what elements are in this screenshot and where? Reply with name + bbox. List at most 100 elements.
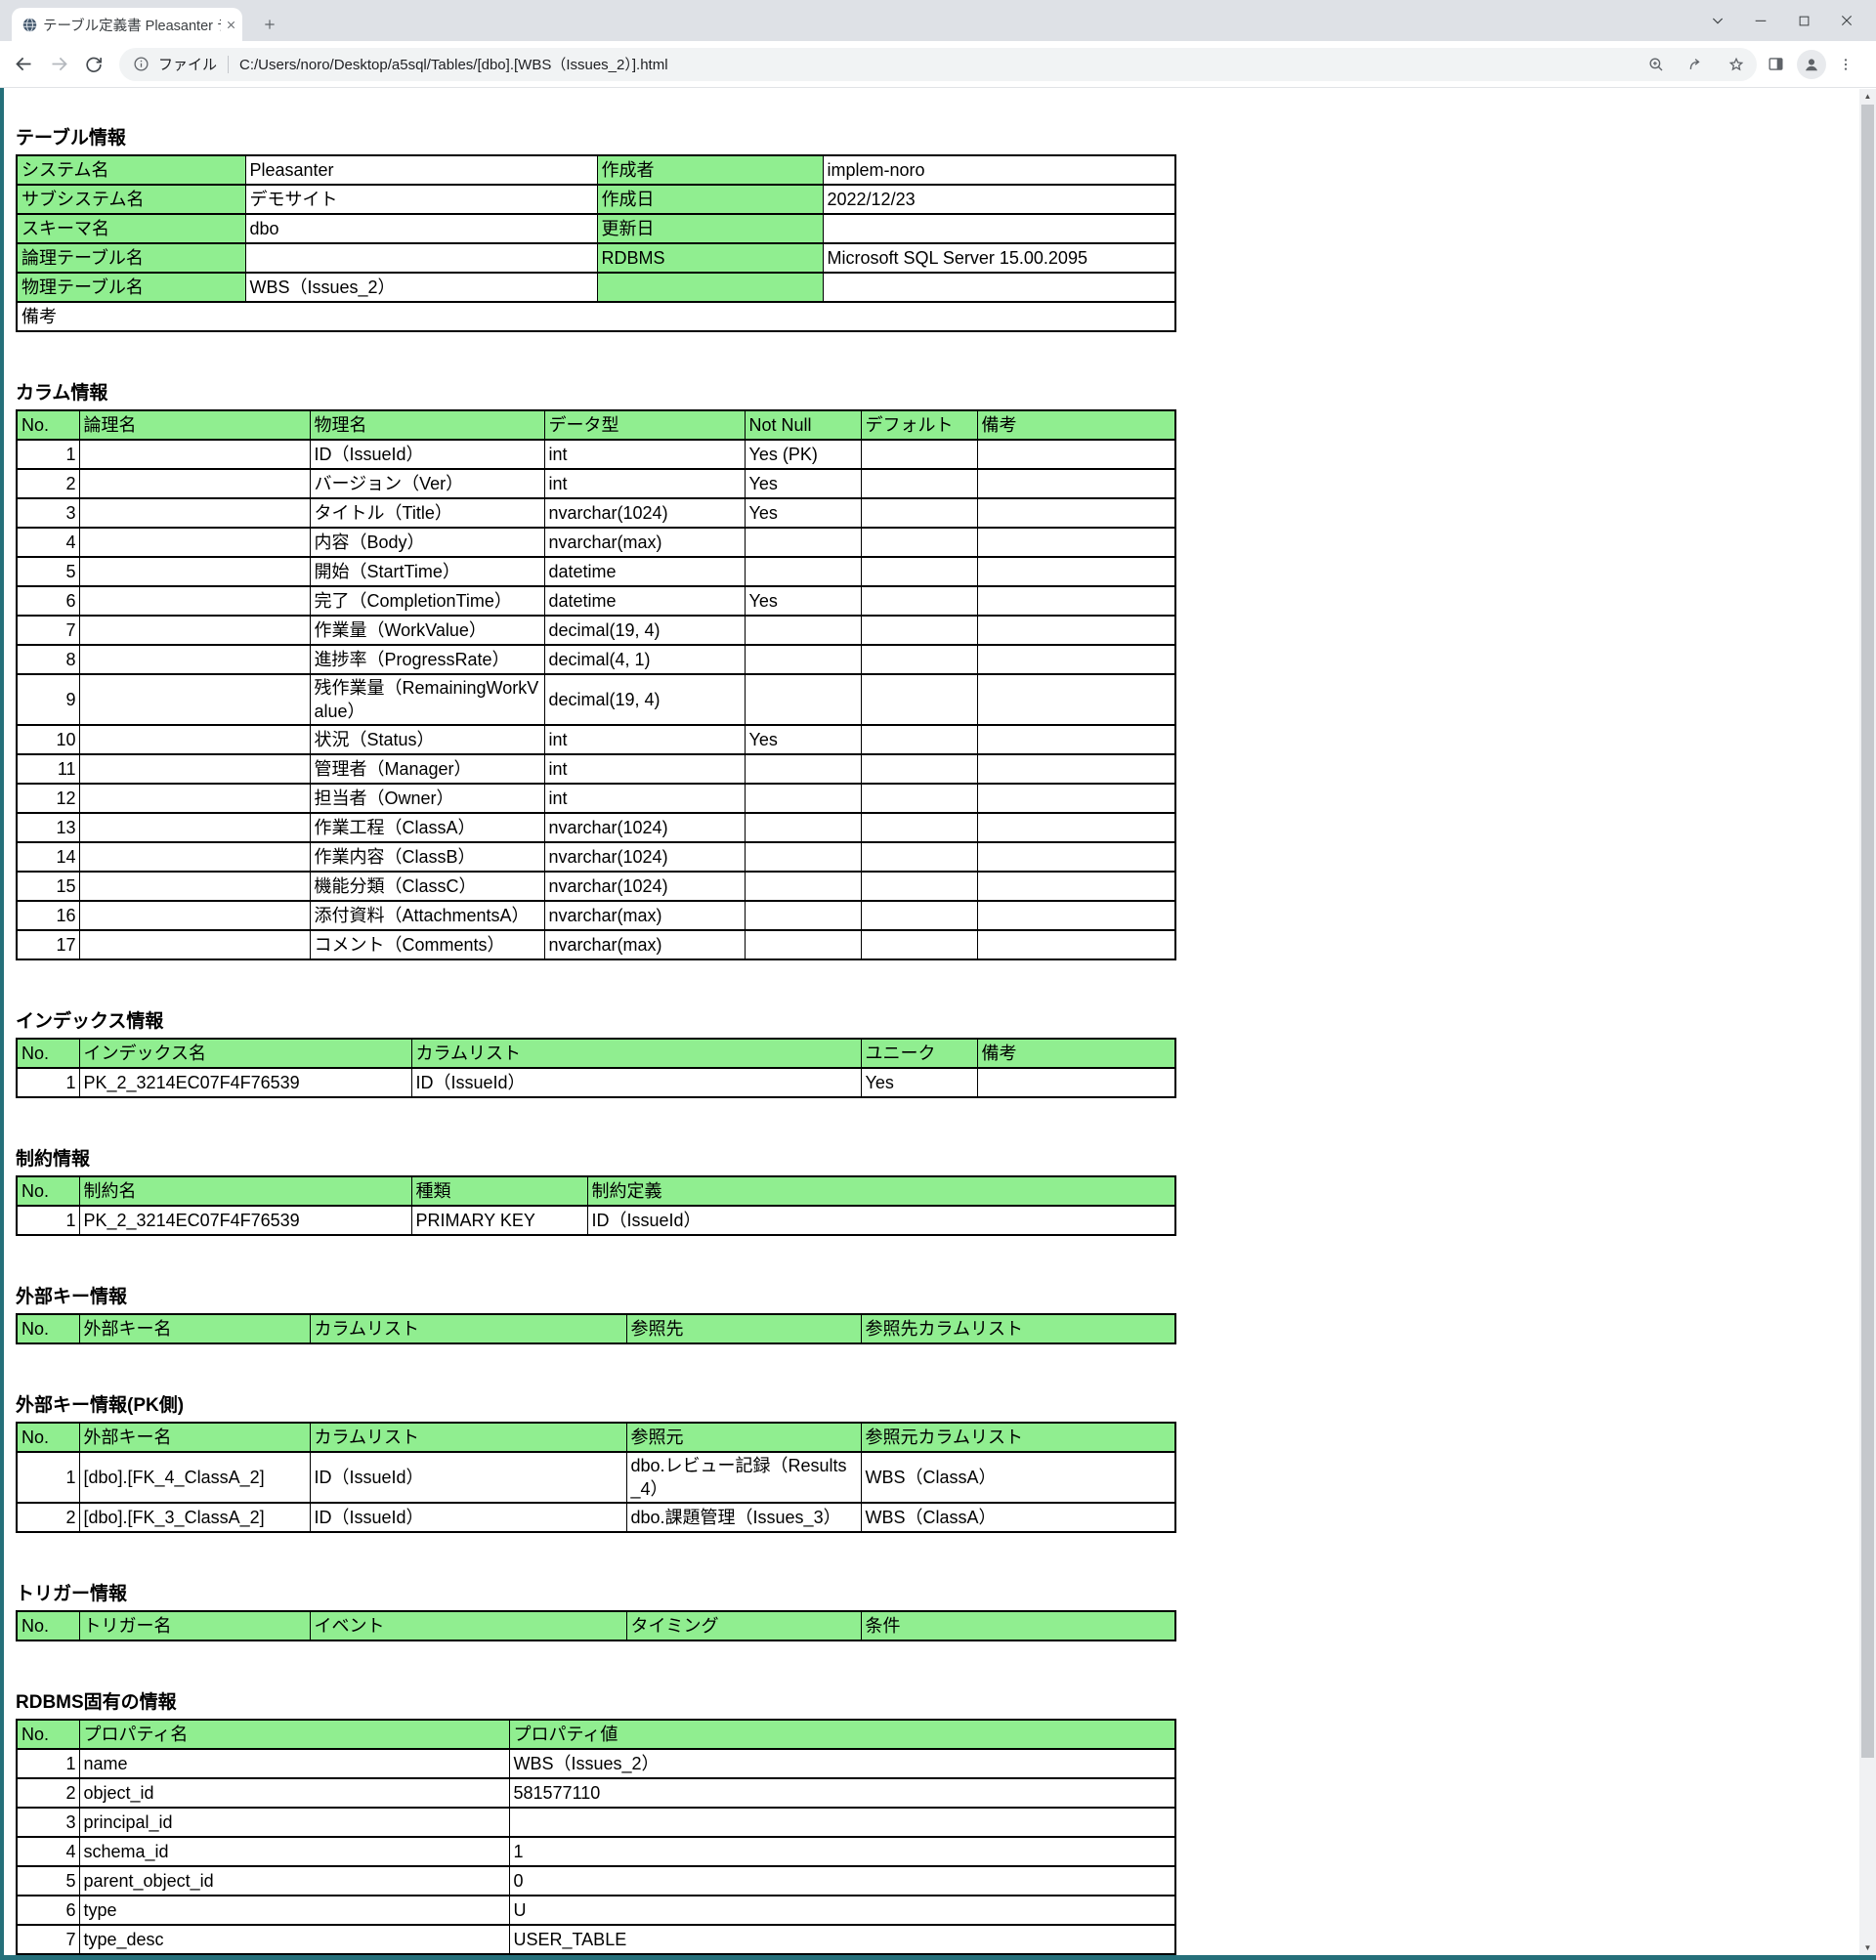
header-row: No. トリガー名 イベント タイミング 条件: [16, 1610, 1176, 1641]
table-cell: PK_2_3214EC07F4F76539: [78, 1067, 412, 1098]
table-row: 1 [dbo].[FK_4_ClassA_2] ID（IssueId） dbo.レビュ…: [16, 1451, 1176, 1504]
scrollbar-thumb[interactable]: [1861, 105, 1874, 1758]
table-cell: [860, 783, 978, 814]
table-cell: [976, 497, 1176, 529]
omnibox-divider: [228, 55, 230, 73]
table-cell: 作業工程（ClassA）: [309, 812, 545, 843]
table-cell: 2: [16, 468, 80, 499]
profile-avatar[interactable]: [1797, 49, 1826, 79]
table-cell: 13: [16, 812, 80, 843]
table-cell: name: [78, 1748, 510, 1779]
column-header: Not Null: [744, 409, 862, 441]
column-header: プロパティ値: [508, 1719, 1176, 1750]
table-cell: [976, 871, 1176, 902]
search-tabs-chevron-icon[interactable]: [1696, 0, 1739, 41]
section-title-index-info: インデックス情報: [16, 1011, 164, 1032]
column-header: デフォルト: [860, 409, 978, 441]
url-text[interactable]: C:/Users/noro/Desktop/a5sql/Tables/[dbo]…: [239, 57, 668, 73]
table-cell: [78, 468, 311, 499]
address-bar[interactable]: ファイル C:/Users/noro/Desktop/a5sql/Tables/…: [119, 47, 1757, 81]
site-info-icon[interactable]: [133, 56, 149, 72]
table-cell: [976, 439, 1176, 470]
row-label: 更新日: [596, 213, 824, 244]
column-header: 物理名: [309, 409, 545, 441]
table-row: システム名 Pleasanter 作成者 implem-noro: [16, 154, 1176, 186]
table-cell: [976, 812, 1176, 843]
menu-kebab-icon[interactable]: [1838, 57, 1854, 72]
close-button[interactable]: [1825, 0, 1868, 41]
table-cell: ID（IssueId）: [410, 1067, 862, 1098]
side-panel-icon[interactable]: [1767, 55, 1785, 73]
table-cell: [976, 615, 1176, 646]
row-value: Microsoft SQL Server 15.00.2095: [822, 242, 1176, 274]
table-cell: 進捗率（ProgressRate）: [309, 644, 545, 675]
table-cell: nvarchar(1024): [543, 871, 746, 902]
table-cell: [744, 900, 862, 931]
browser-tab-strip: テーブル定義書 Pleasanter デモサイト: [0, 0, 1876, 41]
column-header: 外部キー名: [78, 1422, 311, 1453]
table-cell: [78, 556, 311, 587]
table-cell: 状況（Status）: [309, 724, 545, 755]
page-content: テーブル情報 システム名 Pleasanter 作成者 implem-noro サブシス…: [4, 89, 1859, 1960]
table-row: 9 残作業量（RemainingWorkValue） decimal(19, 4): [16, 673, 1176, 726]
foreign-key-pk-info-table: No. 外部キー名 カラムリスト 参照元 参照元カラムリスト 1 [dbo].[FK_4_C…: [16, 1422, 1176, 1533]
row-value: dbo: [244, 213, 598, 244]
table-cell: [78, 439, 311, 470]
table-cell: [dbo].[FK_3_ClassA_2]: [78, 1502, 311, 1533]
table-cell: 4: [16, 1836, 80, 1867]
table-row: 13 作業工程（ClassA） nvarchar(1024): [16, 812, 1176, 843]
section-foreign-key-pk-info: 外部キー情報(PK側) No. 外部キー名 カラムリスト 参照元 参照元カラムリスト 1[…: [16, 1395, 1859, 1533]
section-title-rdbms-info: RDBMS固有の情報: [16, 1692, 177, 1713]
table-cell: Yes: [860, 1067, 978, 1098]
table-cell: [744, 871, 862, 902]
window-controls: [1696, 0, 1868, 41]
table-cell: [78, 673, 311, 726]
table-cell: int: [543, 753, 746, 785]
table-cell: 8: [16, 644, 80, 675]
table-cell: USER_TABLE: [508, 1924, 1176, 1955]
table-cell: [78, 527, 311, 558]
table-cell: schema_id: [78, 1836, 510, 1867]
forward-button[interactable]: [41, 47, 76, 82]
section-rdbms-info: RDBMS固有の情報 No. プロパティ名 プロパティ値 1 name WBS（Issue…: [16, 1692, 1859, 1960]
column-info-table: No. 論理名 物理名 データ型 Not Null デフォルト 備考 1 ID（IssueId）…: [16, 409, 1176, 960]
row-label: 物理テーブル名: [16, 272, 246, 303]
table-cell: nvarchar(max): [543, 929, 746, 960]
table-cell: 作業内容（ClassB）: [309, 841, 545, 873]
row-label: 論理テーブル名: [16, 242, 246, 274]
column-header: 参照先カラムリスト: [860, 1313, 1176, 1344]
zoom-icon[interactable]: [1647, 56, 1665, 73]
vertical-scrollbar[interactable]: ▲ ▼: [1859, 89, 1876, 1955]
scrollbar-down-arrow-icon[interactable]: ▼: [1863, 1943, 1872, 1952]
scrollbar-up-arrow-icon[interactable]: ▲: [1863, 92, 1872, 101]
table-row: 6 type U: [16, 1895, 1176, 1926]
reload-button[interactable]: [76, 47, 111, 82]
column-header: 備考: [976, 409, 1176, 441]
table-cell: nvarchar(1024): [543, 812, 746, 843]
minimize-button[interactable]: [1739, 0, 1782, 41]
row-label: 作成者: [596, 154, 824, 186]
table-cell: nvarchar(1024): [543, 497, 746, 529]
row-value: デモサイト: [244, 184, 598, 215]
column-header: 参照元カラムリスト: [860, 1422, 1176, 1453]
table-row: 10 状況（Status） int Yes: [16, 724, 1176, 755]
maximize-button[interactable]: [1782, 0, 1825, 41]
share-icon[interactable]: [1687, 56, 1705, 73]
table-cell: [78, 841, 311, 873]
new-tab-button[interactable]: [256, 11, 283, 38]
header-row: No. 制約名 種類 制約定義: [16, 1175, 1176, 1207]
table-row: 物理テーブル名 WBS（Issues_2）: [16, 272, 1176, 303]
row-value: Pleasanter: [244, 154, 598, 186]
column-header: データ型: [543, 409, 746, 441]
table-cell: [744, 556, 862, 587]
table-cell: 1: [508, 1836, 1176, 1867]
table-cell: 1: [16, 1451, 80, 1504]
row-value: [822, 272, 1176, 303]
back-button[interactable]: [6, 47, 41, 82]
browser-tab[interactable]: テーブル定義書 Pleasanter デモサイト: [12, 8, 242, 41]
tab-close-icon[interactable]: [226, 20, 236, 30]
table-cell: [860, 929, 978, 960]
bookmark-star-icon[interactable]: [1727, 56, 1745, 73]
table-cell: [744, 527, 862, 558]
section-column-info: カラム情報 No. 論理名 物理名 データ型 Not Null デフォルト 備考 1 ID（Is…: [16, 383, 1859, 960]
